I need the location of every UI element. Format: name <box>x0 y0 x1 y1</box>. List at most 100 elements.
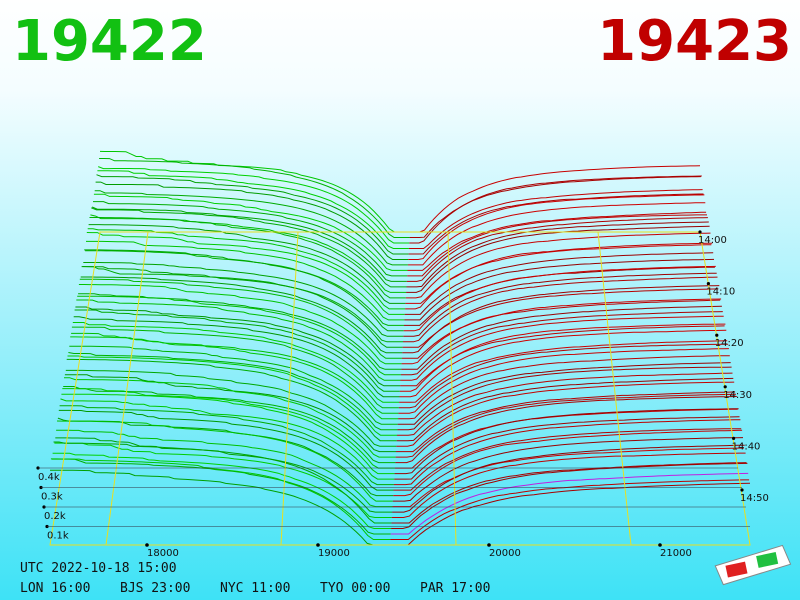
bid-depth-line <box>88 224 406 304</box>
price-tick <box>316 543 320 547</box>
price-label: 21000 <box>660 548 692 559</box>
ask-depth-line <box>405 242 713 310</box>
bid-depth-line <box>81 266 403 348</box>
zone-time: NYC 11:00 <box>220 581 290 596</box>
bid-depth-line <box>84 249 404 332</box>
bid-depth-line <box>61 393 395 475</box>
bid-depth-line <box>93 201 408 277</box>
ask-depth-line <box>404 258 715 321</box>
ask-depth-line <box>398 343 729 409</box>
bid-depth-line <box>52 452 392 529</box>
bid-depth-line <box>66 358 397 442</box>
ask-depth-line <box>398 355 730 420</box>
bid-depth-line <box>79 278 402 359</box>
bid-depth-line <box>82 266 403 343</box>
ask-depth-line <box>395 396 737 464</box>
price-tick <box>658 543 662 547</box>
volume-label: 0.4k <box>38 472 60 483</box>
time-zones: LON 16:00 BJS 23:00 NYC 11:00 TYO 00:00 PAR … <box>20 581 490 596</box>
bid-depth-line <box>56 429 393 508</box>
bid-depth-line <box>51 458 391 535</box>
floor-grid-line <box>280 231 299 546</box>
ask-depth-line <box>406 217 708 282</box>
bid-depth-line <box>59 405 394 486</box>
time-tick <box>715 333 719 337</box>
depth-surface <box>50 150 751 546</box>
price-label: 19000 <box>318 548 350 559</box>
bid-depth-line <box>93 193 408 271</box>
ask-depth-line <box>410 165 701 233</box>
bid-depth-line <box>60 398 395 480</box>
bid-depth-line <box>76 299 401 381</box>
floor-grid-line <box>447 231 457 546</box>
price-tick <box>487 543 491 547</box>
time-tick <box>706 282 711 286</box>
ask-depth-line <box>397 362 731 425</box>
time-tick <box>740 488 744 492</box>
ask-depth-line <box>391 462 747 524</box>
ask-depth-line <box>406 221 709 288</box>
bid-depth-line <box>99 158 410 238</box>
floor-grid-line <box>105 231 149 546</box>
ask-depth-line <box>393 419 741 486</box>
ask-depth-line <box>403 272 717 337</box>
ask-depth-line <box>397 366 732 431</box>
ask-depth-line <box>404 252 714 315</box>
axes: 0.4k 0.3k 0.2k 0.1k 18000 19000 20000 21000 14:0… <box>36 230 769 559</box>
bid-depth-line <box>50 469 390 546</box>
ask-depth-line <box>405 232 711 299</box>
ask-depth-line <box>392 437 744 502</box>
time-tick <box>732 436 736 440</box>
price-label: 18000 <box>147 548 179 559</box>
bid-depth-line <box>89 217 406 299</box>
bid-depth-line <box>83 262 404 337</box>
ask-depth-line <box>408 194 705 260</box>
bid-depth-line <box>56 420 393 502</box>
ask-depth-line <box>390 482 751 546</box>
volume-label: 0.1k <box>47 531 69 542</box>
green-lens <box>756 552 779 568</box>
ask-depth-line <box>402 288 719 348</box>
3d-glasses-icon[interactable] <box>714 544 792 586</box>
bid-depth-line <box>99 150 410 233</box>
ask-depth-line <box>390 472 749 535</box>
bid-depth-line <box>62 388 395 469</box>
bid-depth-line <box>91 206 407 282</box>
time-tick <box>723 385 727 389</box>
time-label: 14:10 <box>706 287 735 298</box>
ask-depth-line <box>394 416 740 480</box>
bid-depth-line <box>74 309 400 392</box>
ask-depth-line <box>399 323 726 392</box>
time-label: 14:20 <box>715 338 744 349</box>
ask-depth-line <box>399 329 727 398</box>
bid-depth-line <box>77 295 401 376</box>
bid-depth-line <box>96 174 409 255</box>
ask-depth-line <box>408 189 703 249</box>
bid-depth-line <box>58 409 394 491</box>
zone-time: TYO 00:00 <box>320 581 390 596</box>
floor-outline <box>49 231 751 546</box>
ask-depth-line <box>407 202 706 266</box>
ask-depth-line <box>401 298 722 365</box>
bid-depth-line <box>75 306 401 387</box>
bid-depth-line <box>53 441 392 524</box>
volume-label: 0.2k <box>44 511 66 522</box>
bid-depth-line <box>78 293 402 370</box>
bid-depth-line <box>72 322 400 403</box>
bid-depth-line <box>67 355 397 436</box>
red-lens <box>725 561 748 578</box>
ask-depth-line <box>394 408 739 475</box>
price-label: 20000 <box>489 548 521 559</box>
volume-label: 0.3k <box>41 492 63 503</box>
ask-depth-line <box>391 462 748 529</box>
bid-depth-line <box>71 326 399 409</box>
bid-depth-line <box>50 458 391 540</box>
time-label: 14:30 <box>723 390 752 401</box>
bid-depth-line <box>64 374 396 453</box>
bid-depth-line <box>95 181 409 260</box>
ask-depth-line <box>405 244 712 304</box>
ask-depth-line <box>400 311 723 376</box>
price-tick <box>145 543 149 547</box>
bid-depth-line <box>65 369 397 447</box>
